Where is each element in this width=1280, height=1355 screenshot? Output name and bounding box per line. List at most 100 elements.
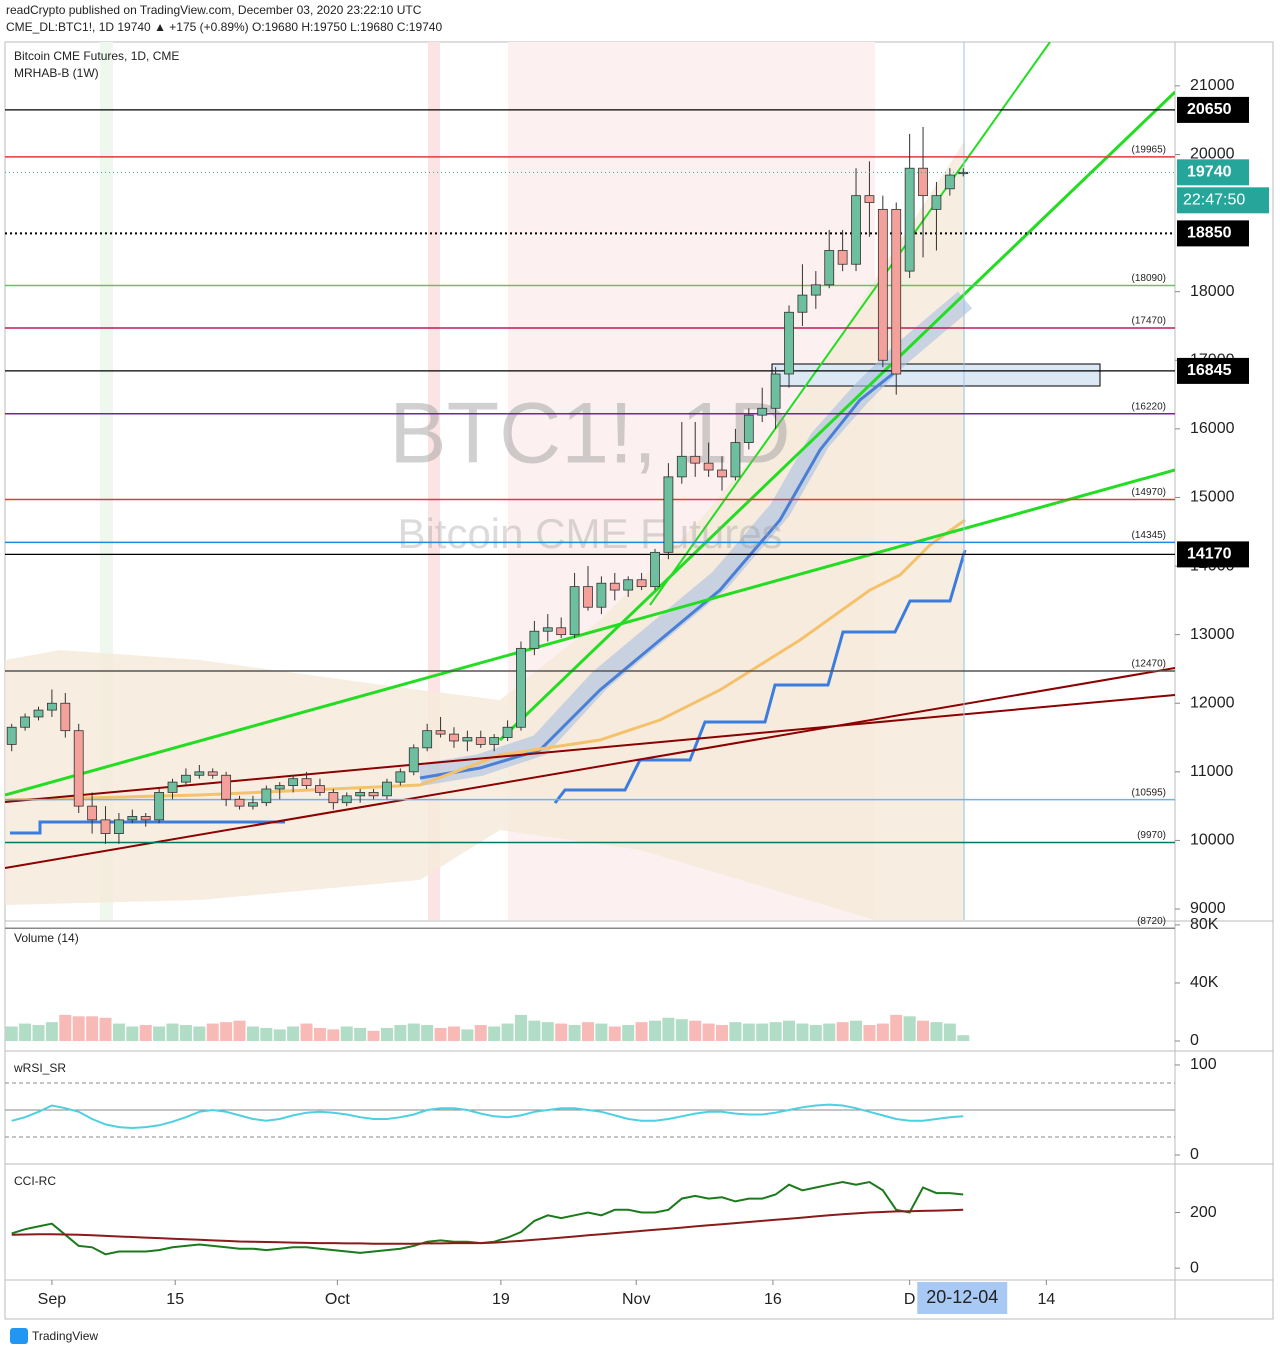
candle-body: [167, 781, 178, 793]
candle-body: [315, 785, 325, 793]
volume-bar: [206, 1023, 219, 1042]
volume-bar: [367, 1030, 380, 1042]
candle-body: [475, 737, 486, 745]
candle-body: [730, 442, 741, 478]
candle-body: [408, 747, 419, 773]
volume-bar: [662, 1017, 675, 1042]
level-label: (12470): [1132, 659, 1166, 670]
candle-body: [556, 627, 567, 636]
x-tick-label: 19: [492, 1291, 510, 1308]
candle-body: [864, 195, 875, 203]
candle-body: [904, 167, 915, 272]
y-tick-label: 11000: [1190, 763, 1233, 780]
volume-bar: [823, 1023, 836, 1042]
candle-body: [542, 627, 553, 632]
candle-body: [516, 647, 526, 728]
volume-bar: [72, 1016, 85, 1042]
candle-body: [609, 582, 620, 591]
candle-body: [449, 733, 459, 742]
level-box: [1177, 541, 1249, 568]
candle-body: [382, 781, 392, 797]
level-box-label: 16845: [1187, 362, 1232, 379]
volume-bar: [716, 1025, 729, 1042]
volume-bar: [488, 1026, 501, 1042]
volume-bar: [5, 1026, 18, 1042]
step-line: [10, 820, 285, 835]
level-box: [1177, 357, 1249, 384]
level-box-label: 20650: [1187, 101, 1232, 118]
logo: [10, 1328, 28, 1344]
quote: CME_DL:BTC1!, 1D 19740 ▲ +175 (+0.89%) O…: [6, 20, 442, 34]
y-tick-label: 200: [1190, 1204, 1217, 1221]
volume-bar: [474, 1025, 487, 1042]
published: readCrypto published on TradingView.com,…: [6, 3, 422, 17]
indicator-line: [11, 1103, 964, 1130]
candle-body: [288, 778, 299, 786]
trendline: [498, 90, 1175, 742]
candle-body: [891, 208, 902, 375]
volume-bar: [112, 1023, 125, 1042]
volume-bar: [193, 1026, 206, 1042]
volume-bar: [769, 1022, 782, 1042]
candle-body: [301, 778, 312, 786]
y-tick-label: 40K: [1190, 974, 1219, 991]
volume-bar: [327, 1029, 340, 1042]
volume-bar: [461, 1029, 474, 1042]
candle-body: [274, 785, 285, 790]
candle-body: [810, 284, 821, 296]
volume-bar: [99, 1017, 112, 1042]
candle-body: [6, 726, 17, 745]
volume-bar: [890, 1014, 903, 1042]
step-line: [553, 549, 967, 804]
volume-bar: [675, 1019, 688, 1042]
volume-bar: [622, 1025, 635, 1042]
level-label: (17470): [1132, 316, 1166, 327]
volume-bar: [568, 1025, 581, 1042]
candle-body: [114, 819, 124, 834]
volume-bar: [300, 1023, 313, 1042]
y-tick-label: 15000: [1190, 489, 1235, 506]
volume-bar: [608, 1026, 621, 1042]
y-tick-label: 80K: [1190, 916, 1219, 933]
candle-body: [824, 250, 835, 286]
candle-body: [221, 774, 232, 800]
volume-bar: [783, 1020, 796, 1042]
level-box: [1177, 220, 1249, 247]
trendline: [649, 42, 1051, 606]
candle-body: [207, 771, 218, 776]
volume-bar: [957, 1035, 970, 1042]
volume-bar: [354, 1027, 367, 1042]
volume-bar: [635, 1022, 648, 1042]
y-tick-label: 12000: [1190, 694, 1235, 711]
candle-body: [877, 208, 888, 361]
candle-body: [784, 311, 794, 375]
candle-body: [583, 586, 593, 608]
volume-bar: [287, 1026, 300, 1042]
volume-bar: [595, 1023, 608, 1042]
candle-body: [757, 407, 768, 416]
volume-bar: [179, 1025, 192, 1042]
trendline: [5, 694, 1175, 803]
volume-bar: [86, 1016, 99, 1042]
candle-body: [663, 476, 674, 553]
candle-body: [502, 726, 513, 738]
volume-bar: [220, 1022, 233, 1042]
volume-bar: [581, 1022, 594, 1042]
candle-body: [529, 630, 540, 649]
y-tick-label: 0: [1190, 1259, 1199, 1276]
volume-bar: [809, 1025, 822, 1042]
x-tick-label: 14: [1037, 1291, 1055, 1308]
volume-bar: [153, 1026, 166, 1042]
volume-bar: [528, 1020, 541, 1042]
volume-bar: [421, 1025, 434, 1042]
countdown: 22:47:50: [1183, 192, 1245, 209]
last-price-box: [1177, 159, 1249, 186]
level-label: (14345): [1132, 530, 1166, 541]
candle-body: [395, 771, 406, 783]
candle-body: [770, 373, 781, 409]
pane-title: Volume (14): [14, 931, 79, 945]
level-box-label: 14170: [1187, 546, 1232, 563]
level-label: (14970): [1132, 487, 1166, 498]
